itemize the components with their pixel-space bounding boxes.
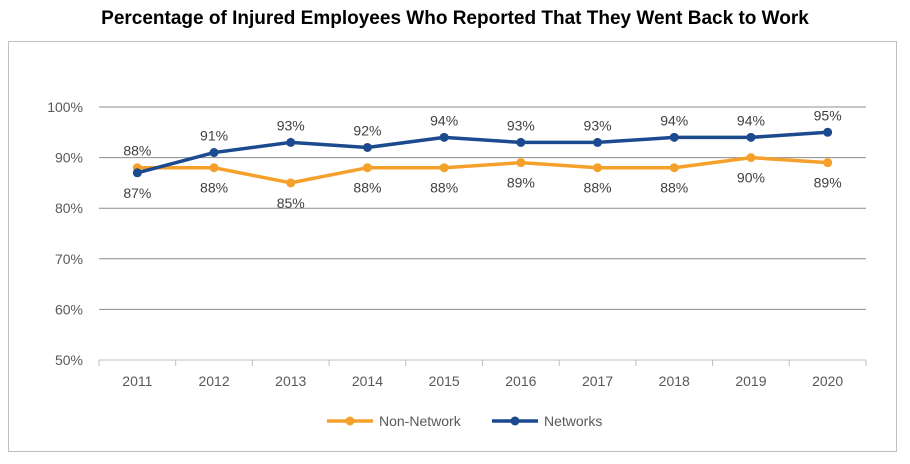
data-point bbox=[132, 168, 142, 178]
data-label: 93% bbox=[507, 117, 535, 133]
x-tick-label: 2018 bbox=[659, 373, 690, 389]
x-tick-label: 2014 bbox=[352, 373, 383, 389]
x-tick-label: 2015 bbox=[429, 373, 460, 389]
data-label: 88% bbox=[430, 180, 458, 196]
legend-marker bbox=[510, 416, 520, 426]
data-point bbox=[209, 148, 219, 158]
data-point bbox=[286, 137, 296, 147]
series-line-networks bbox=[136, 130, 828, 175]
x-tick-label: 2020 bbox=[812, 373, 843, 389]
data-label: 93% bbox=[277, 117, 305, 133]
y-tick-label: 100% bbox=[47, 99, 83, 115]
data-label: 88% bbox=[123, 143, 151, 159]
data-point bbox=[209, 163, 219, 173]
y-tick-label: 70% bbox=[55, 251, 83, 267]
y-tick-label: 90% bbox=[55, 150, 83, 166]
chart-frame bbox=[8, 41, 897, 452]
data-point bbox=[516, 137, 526, 147]
chart-title: Percentage of Injured Employees Who Repo… bbox=[101, 8, 809, 29]
data-label: 92% bbox=[353, 122, 381, 138]
data-point bbox=[362, 163, 372, 173]
data-label: 89% bbox=[814, 175, 842, 191]
y-tick-label: 50% bbox=[55, 352, 83, 368]
data-point bbox=[593, 163, 603, 173]
data-label: 94% bbox=[430, 112, 458, 128]
data-point bbox=[593, 137, 603, 147]
data-label: 95% bbox=[814, 107, 842, 123]
legend-label: Non-Network bbox=[379, 413, 462, 429]
data-point bbox=[746, 153, 756, 163]
legend-marker bbox=[345, 416, 355, 426]
x-tick-label: 2011 bbox=[122, 373, 152, 389]
data-point bbox=[823, 158, 833, 168]
data-label: 88% bbox=[660, 180, 688, 196]
data-point bbox=[669, 163, 679, 173]
data-point bbox=[439, 132, 449, 142]
y-tick-label: 80% bbox=[55, 200, 83, 216]
data-point bbox=[669, 132, 679, 142]
y-tick-label: 60% bbox=[55, 301, 83, 317]
data-point bbox=[286, 178, 296, 188]
data-point bbox=[362, 142, 372, 152]
data-label: 88% bbox=[200, 180, 228, 196]
data-label: 88% bbox=[353, 180, 381, 196]
data-point bbox=[746, 132, 756, 142]
data-label: 91% bbox=[200, 128, 228, 144]
series-line-non-network bbox=[137, 155, 828, 185]
x-tick-label: 2017 bbox=[582, 373, 613, 389]
data-label: 89% bbox=[507, 175, 535, 191]
x-tick-label: 2016 bbox=[505, 373, 536, 389]
data-label: 88% bbox=[584, 180, 612, 196]
x-tick-label: 2019 bbox=[735, 373, 766, 389]
data-point bbox=[823, 127, 833, 137]
legend-label: Networks bbox=[544, 413, 602, 429]
data-label: 93% bbox=[584, 117, 612, 133]
x-tick-label: 2013 bbox=[275, 373, 306, 389]
data-label: 85% bbox=[277, 195, 305, 211]
data-label: 94% bbox=[737, 112, 765, 128]
data-label: 87% bbox=[123, 185, 151, 201]
data-point bbox=[439, 163, 449, 173]
data-label: 90% bbox=[737, 170, 765, 186]
data-label: 94% bbox=[660, 112, 688, 128]
data-point bbox=[516, 158, 526, 168]
x-tick-label: 2012 bbox=[198, 373, 229, 389]
